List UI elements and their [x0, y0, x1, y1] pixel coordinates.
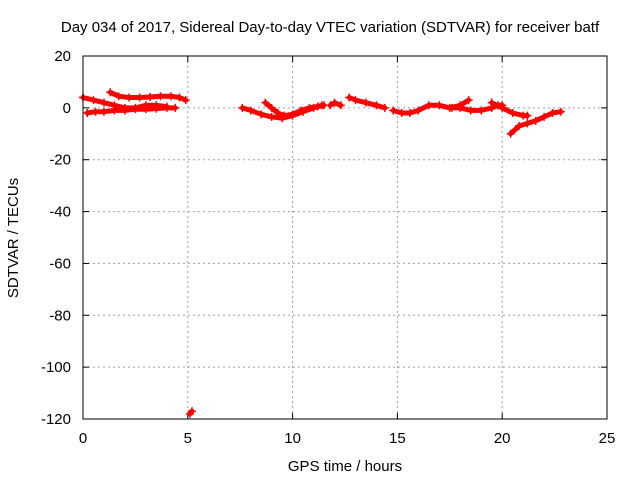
y-tick-label: -20: [49, 152, 71, 169]
data-point: [464, 96, 473, 105]
data-point: [372, 101, 381, 110]
data-point: [141, 105, 150, 114]
data-point: [110, 106, 119, 115]
data-point: [146, 92, 155, 101]
data-point: [326, 101, 335, 110]
data-point: [540, 112, 549, 121]
data-point: [273, 109, 282, 118]
x-tick-label: 5: [184, 430, 192, 447]
data-point: [156, 92, 165, 101]
series-track-5: [261, 98, 329, 120]
data-point: [167, 92, 176, 101]
data-point: [114, 92, 123, 101]
data-point: [508, 109, 517, 118]
data-point: [125, 93, 134, 102]
data-point: [424, 101, 433, 110]
series-track-7: [345, 93, 389, 112]
x-tick-label: 20: [494, 430, 511, 447]
series-track-3: [106, 88, 190, 105]
x-tick-label: 10: [284, 430, 301, 447]
x-tick-label: 25: [599, 430, 616, 447]
series-track-10: [487, 98, 532, 120]
x-tick-label: 0: [79, 430, 87, 447]
data-point: [414, 106, 423, 115]
data-point: [99, 98, 108, 107]
data-point: [152, 104, 161, 113]
grid-lines: [83, 56, 607, 419]
data-point: [514, 122, 523, 131]
data-point: [531, 116, 540, 125]
data-point: [380, 103, 389, 112]
data-point: [89, 96, 98, 105]
data-point: [305, 103, 314, 112]
data-point: [120, 106, 129, 115]
y-tick-label: 20: [54, 48, 71, 65]
data-point: [91, 107, 100, 116]
x-axis-label: GPS time / hours: [288, 458, 402, 475]
series-track-4: [238, 101, 326, 123]
chart-title: Day 034 of 2017, Sidereal Day-to-day VTE…: [61, 19, 600, 36]
data-point: [336, 101, 345, 110]
plot-frame: [82, 55, 608, 420]
y-tick-label: -100: [41, 359, 71, 376]
data-point: [389, 106, 398, 115]
y-axis-label: SDTVAR / TECUs: [5, 178, 22, 298]
data-point: [99, 107, 108, 116]
data-point: [397, 109, 406, 118]
data-point: [498, 103, 507, 112]
series-track-12: [185, 407, 196, 418]
data-point: [288, 110, 297, 119]
y-tick-label: -60: [49, 255, 71, 272]
data-point: [171, 103, 180, 112]
data-point: [466, 106, 475, 115]
data-point: [556, 107, 565, 116]
series-track-2: [83, 103, 180, 118]
data-point: [351, 96, 360, 105]
data-point: [523, 111, 532, 120]
data-point: [238, 103, 247, 112]
data-point: [313, 102, 322, 111]
data-point: [296, 106, 305, 115]
data-point: [330, 98, 339, 107]
data-point: [506, 129, 515, 138]
data-point: [487, 98, 496, 107]
data-point: [135, 93, 144, 102]
data-point: [280, 111, 289, 120]
data-point: [83, 109, 92, 118]
y-tick-label: -120: [41, 411, 71, 428]
data-point: [162, 103, 171, 112]
data-point: [548, 109, 557, 118]
y-tick-label: -40: [49, 204, 71, 221]
data-point: [345, 93, 354, 102]
data-points: [79, 88, 565, 418]
data-point: [456, 103, 465, 112]
data-point: [477, 106, 486, 115]
data-point: [257, 110, 266, 119]
series-trace: [84, 105, 178, 116]
data-point: [523, 119, 532, 128]
data-point: [361, 98, 370, 107]
data-point: [261, 98, 270, 107]
data-point: [405, 109, 414, 118]
data-point: [435, 101, 444, 110]
data-point: [267, 103, 276, 112]
series-track-11: [506, 107, 565, 138]
y-tick-label: 0: [63, 100, 71, 117]
data-point: [181, 96, 190, 105]
series-track-6: [326, 98, 345, 110]
data-point: [447, 103, 456, 112]
y-tick-label: -80: [49, 307, 71, 324]
data-point: [246, 106, 255, 115]
data-point: [175, 93, 184, 102]
data-point: [267, 112, 276, 121]
data-point: [131, 105, 140, 114]
x-tick-label: 15: [389, 430, 406, 447]
data-point: [187, 407, 196, 416]
data-point: [106, 88, 115, 97]
